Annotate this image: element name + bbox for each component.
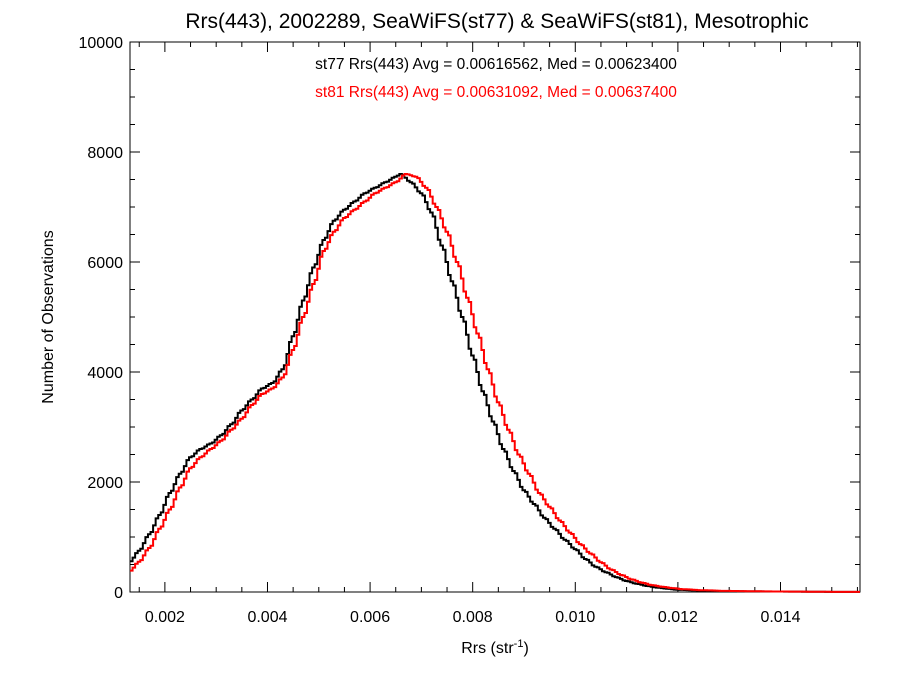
x-tick-label: 0.010	[555, 609, 595, 626]
plot-area	[129, 41, 861, 593]
series-st77-line	[130, 173, 860, 593]
x-tick-label: 0.006	[350, 609, 390, 626]
x-tick-label: 0.008	[453, 609, 493, 626]
series-st81-line	[130, 173, 860, 593]
x-axis-label-sup: -1	[514, 638, 524, 650]
tick-labels: 0.002 0.004 0.006 0.008 0.010 0.012 0.014 0 2000…	[79, 35, 801, 626]
annotation-st77: st77 Rrs(443) Avg = 0.00616562, Med = 0.…	[315, 56, 677, 73]
chart-title: Rrs(443), 2002289, SeaWiFS(st77) & SeaWi…	[185, 10, 808, 33]
series-layer	[130, 173, 860, 593]
y-tick-label: 8000	[87, 145, 123, 162]
x-tick-label: 0.002	[145, 609, 185, 626]
x-tick-label: 0.004	[247, 609, 287, 626]
x-axis-label-main: Rrs (str	[461, 640, 514, 657]
annotation-st81: st81 Rrs(443) Avg = 0.00631092, Med = 0.…	[315, 84, 677, 101]
y-tick-label: 0	[114, 585, 123, 602]
x-tick-label: 0.012	[658, 609, 698, 626]
plot-frame	[129, 41, 861, 593]
x-axis-label: Rrs (str-1)	[461, 638, 529, 657]
x-tick-label: 0.014	[760, 609, 800, 626]
axis-ticks	[130, 41, 860, 593]
y-tick-label: 4000	[87, 365, 123, 382]
y-tick-label: 10000	[79, 35, 124, 52]
y-axis-label: Number of Observations	[40, 230, 57, 403]
y-tick-label: 6000	[87, 255, 123, 272]
y-tick-label: 2000	[87, 475, 123, 492]
x-axis-label-close: )	[523, 640, 528, 657]
